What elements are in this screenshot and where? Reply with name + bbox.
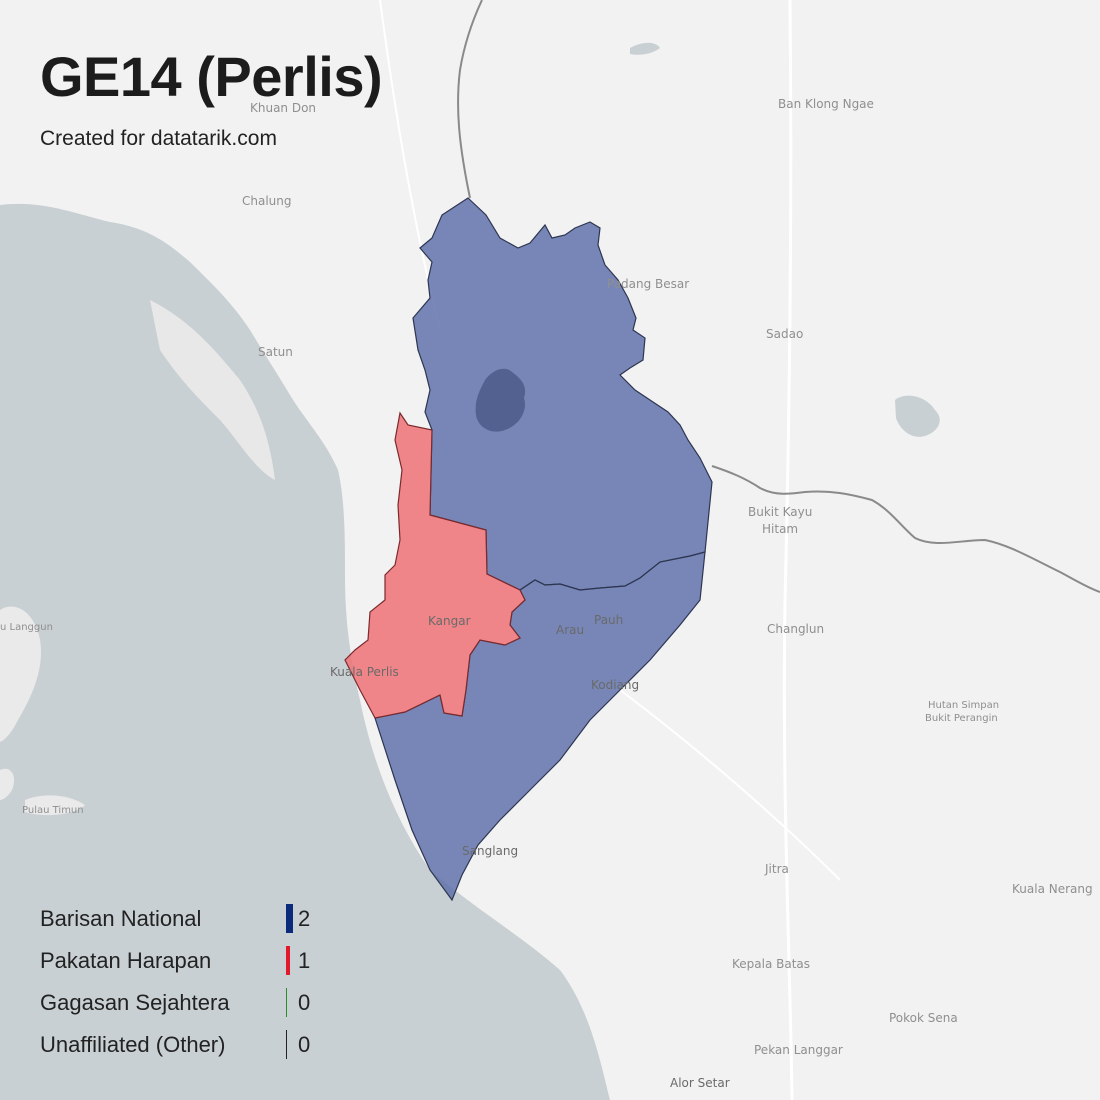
legend-label: Barisan National [40,906,202,931]
road [619,689,841,881]
label-ban-klong-ngae: Ban Klong Ngae [778,97,874,111]
label-bukit-kayu-hitam-1: Bukit Kayu [748,505,812,519]
legend-value: 0 [298,990,311,1015]
label-kuala-nerang: Kuala Nerang [1012,882,1093,896]
legend-row-unaffiliated: Unaffiliated (Other) 0 [40,1024,340,1066]
legend-row-gagasan-sejahtera: Gagasan Sejahtera 0 [40,982,340,1024]
legend-color-bar [286,904,293,933]
constituency-kangar[interactable] [344,411,526,719]
legend-value: 1 [298,948,311,973]
label-khuan-don: Khuan Don [250,101,316,115]
label-changlun: Changlun [767,622,824,636]
island [25,795,85,816]
legend-label: Gagasan Sejahtera [40,990,230,1015]
page-subtitle: Created for datatarik.com [40,127,277,150]
legend-color-bar [286,988,287,1017]
road [782,0,794,1100]
legend-label: Unaffiliated (Other) [40,1032,226,1057]
label-pauh: Pauh [594,613,623,627]
legend: Barisan National 2 Pakatan Harapan 1 Gag… [40,898,340,1066]
lake [630,42,660,55]
label-pulau-timun: Pulau Timun [22,805,84,816]
label-satun: Satun [258,345,293,359]
legend-row-pakatan-harapan: Pakatan Harapan 1 [40,940,340,982]
island [0,768,15,800]
legend-value: 2 [298,906,311,931]
label-alor-setar: Alor Setar [670,1076,730,1090]
island [0,606,41,742]
label-kangar: Kangar [428,614,471,628]
legend-value: 0 [298,1032,311,1057]
label-chalung: Chalung [242,194,292,208]
label-pokok-sena: Pokok Sena [889,1011,958,1025]
label-arau: Arau [556,623,584,637]
sea-area [0,203,610,1100]
label-kuala-perlis: Kuala Perlis [330,665,399,679]
label-kodiang: Kodiang [591,678,639,692]
label-hutan-simpan-2: Bukit Perangin [925,713,998,724]
label-pekan-langgar: Pekan Langgar [754,1043,843,1057]
legend-color-bar [286,1030,287,1059]
constituency-padang-besar[interactable] [412,197,713,591]
estuary [150,300,275,480]
label-padang-besar: Padang Besar [607,277,689,291]
lake [895,395,940,437]
international-border [711,465,1100,593]
legend-row-barisan-national: Barisan National 2 [40,898,340,940]
label-sanglang: Sanglang [462,844,518,858]
label-sadao: Sadao [766,327,803,341]
label-pulau-langgun: u Langgun [0,622,53,633]
label-jitra: Jitra [764,862,789,876]
page-title: GE14 (Perlis) [40,45,383,108]
international-border [457,0,483,199]
label-kepala-batas: Kepala Batas [732,957,810,971]
legend-label: Pakatan Harapan [40,948,212,973]
label-bukit-kayu-hitam-2: Hitam [762,522,798,536]
lake-timah-tasoh [475,368,526,432]
label-hutan-simpan-1: Hutan Simpan [928,700,999,711]
legend-color-bar [286,946,290,975]
